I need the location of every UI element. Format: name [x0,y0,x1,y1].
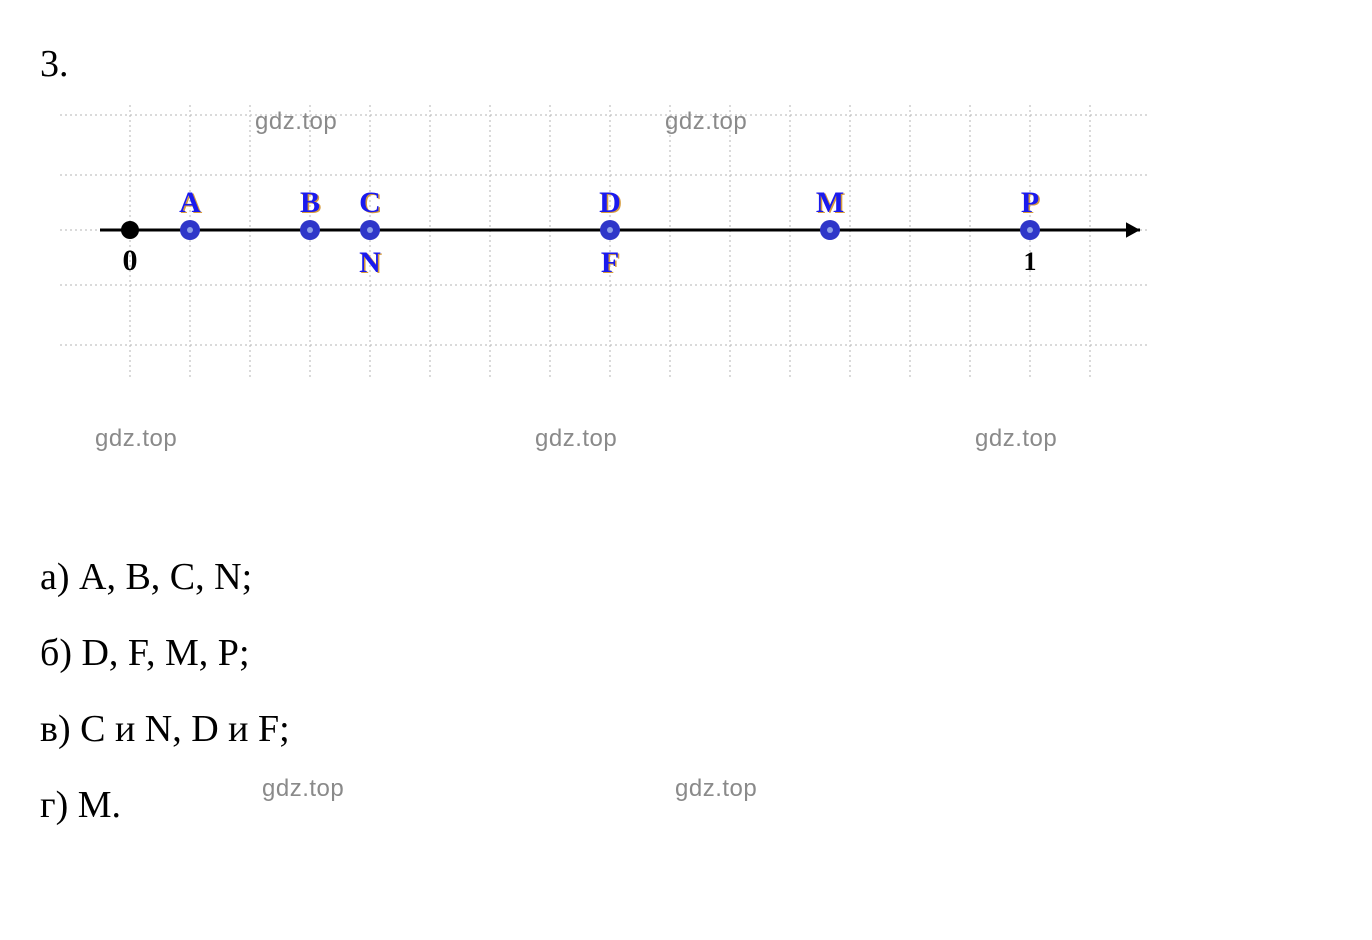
problem-number: 3. [40,42,69,86]
svg-text:A: A [179,186,201,219]
watermark: gdz.top [95,425,177,453]
svg-text:M: M [816,186,844,219]
answer-a: а) A, B, C, N; [40,555,290,599]
svg-text:1: 1 [1024,247,1037,276]
svg-text:0: 0 [123,244,138,277]
watermark: gdz.top [535,425,617,453]
watermark: gdz.top [665,108,747,136]
numberline-svg: 01AABBCCNNDDFFMMPP [60,105,1150,380]
svg-text:D: D [599,186,621,219]
svg-text:F: F [601,246,619,279]
answer-d: г) M. [40,783,290,827]
answer-c: в) C и N, D и F; [40,707,290,751]
svg-text:B: B [300,186,320,219]
watermark: gdz.top [255,108,337,136]
watermark: gdz.top [975,425,1057,453]
answer-list: а) A, B, C, N; б) D, F, M, P; в) C и N, … [40,555,290,859]
svg-text:C: C [359,186,381,219]
svg-text:P: P [1021,186,1039,219]
answer-b: б) D, F, M, P; [40,631,290,675]
svg-text:N: N [359,246,381,279]
numberline-chart: 01AABBCCNNDDFFMMPP [60,105,1150,380]
watermark: gdz.top [675,775,757,803]
